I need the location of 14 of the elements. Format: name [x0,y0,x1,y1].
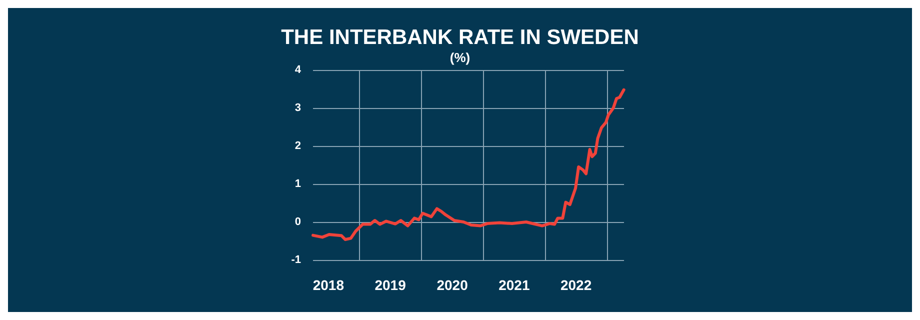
x-tick-label: 2020 [436,277,468,293]
line-series [312,88,626,241]
x-tick-label: 2022 [560,277,592,293]
chart-subtitle: (%) [450,50,470,65]
chart-title: THE INTERBANK RATE IN SWEDEN [281,26,639,49]
y-tick-label: 3 [294,102,301,114]
y-tick-label: 0 [294,216,301,228]
y-tick-label: 4 [294,64,302,76]
x-tick-label: 2019 [374,277,406,293]
y-tick-label: 2 [294,140,301,152]
y-tick-label: 1 [294,178,301,190]
y-tick-label: -1 [291,254,301,266]
x-tick-label: 2018 [312,277,344,293]
x-tick-label: 2021 [498,277,530,293]
